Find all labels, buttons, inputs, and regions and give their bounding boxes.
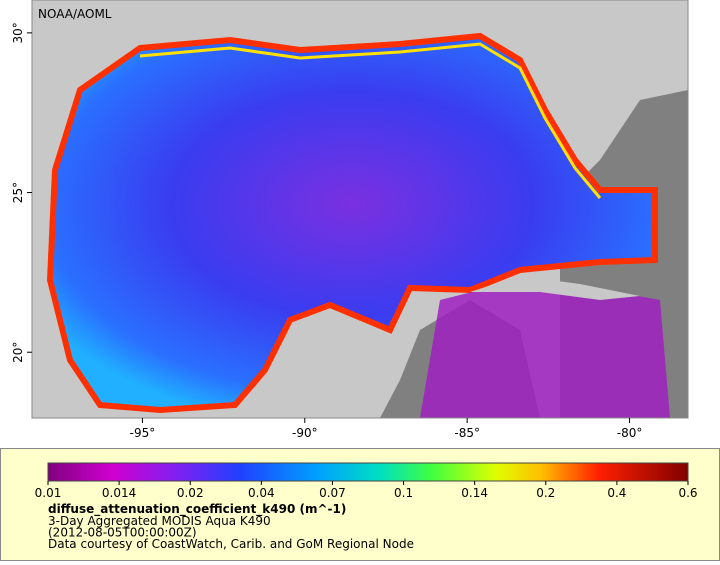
legend-variable: diffuse_attenuation_coefficient_k490 (m^… [48, 502, 346, 517]
colorbar-label: 0.01 [35, 486, 62, 500]
coastal-band [139, 42, 602, 199]
legend-line: Data courtesy of CoastWatch, Carib. and … [48, 537, 414, 551]
y-tick-label: 25° [11, 182, 25, 203]
map-frame [31, 0, 689, 419]
colorbar-label: 0.2 [536, 486, 555, 500]
colorbar-label: 0.1 [394, 486, 413, 500]
colorbar-label: 0.014 [102, 486, 136, 500]
legend-line: (2012-08-05T00:00:00Z) [48, 526, 197, 540]
map-title: NOAA/AOML [38, 7, 112, 21]
colorbar-label: 0.04 [248, 486, 275, 500]
colorbar-label: 0.6 [678, 486, 697, 500]
y-tick-label: 30° [11, 22, 25, 43]
colorbar [47, 462, 689, 482]
legend-line: 3-Day Aggregated MODIS Aqua K490 [48, 514, 271, 528]
x-tick-label: -80° [617, 426, 643, 440]
colorbar-label: 0.02 [177, 486, 204, 500]
cuba [470, 276, 640, 300]
colorbar-label: 0.14 [461, 486, 488, 500]
caribbean-water [420, 282, 670, 418]
y-tick-label: 20° [11, 342, 25, 363]
map: NOAA/AOML [31, 0, 689, 419]
x-tick-label: -95° [130, 426, 156, 440]
colorbar-label: 0.4 [607, 486, 626, 500]
x-tick-label: -85° [454, 426, 480, 440]
x-tick-label: -90° [292, 426, 318, 440]
gulf-water [46, 32, 658, 414]
colorbar-label: 0.07 [319, 486, 346, 500]
